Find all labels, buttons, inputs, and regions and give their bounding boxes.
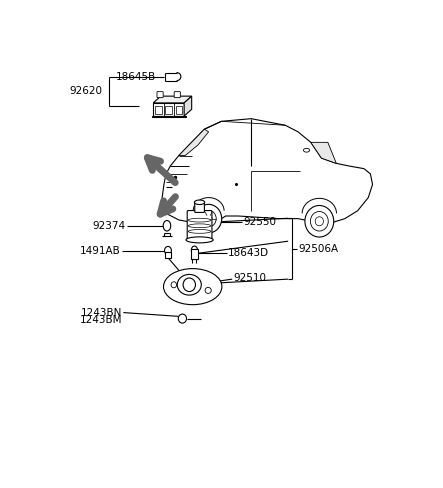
Ellipse shape <box>194 200 205 204</box>
Text: 1491AB: 1491AB <box>80 246 120 256</box>
FancyBboxPatch shape <box>165 106 172 114</box>
FancyBboxPatch shape <box>191 249 198 259</box>
Circle shape <box>311 211 328 231</box>
Polygon shape <box>311 142 336 163</box>
Polygon shape <box>153 96 192 103</box>
Polygon shape <box>184 96 192 116</box>
FancyBboxPatch shape <box>187 210 212 241</box>
Text: 18643D: 18643D <box>228 248 269 258</box>
Text: 1243BN: 1243BN <box>81 307 122 318</box>
FancyBboxPatch shape <box>164 252 171 258</box>
FancyBboxPatch shape <box>174 92 180 98</box>
Text: 92506A: 92506A <box>299 244 338 254</box>
Circle shape <box>196 204 222 233</box>
Ellipse shape <box>164 246 171 255</box>
Circle shape <box>205 215 212 223</box>
Text: 1243BM: 1243BM <box>80 315 122 325</box>
Text: 92510: 92510 <box>233 273 266 284</box>
Ellipse shape <box>163 221 171 231</box>
Circle shape <box>178 314 187 323</box>
Circle shape <box>201 210 216 227</box>
FancyBboxPatch shape <box>157 92 163 98</box>
FancyBboxPatch shape <box>175 106 183 114</box>
Text: 92374: 92374 <box>93 221 126 231</box>
Polygon shape <box>152 116 186 117</box>
Ellipse shape <box>186 237 213 243</box>
Circle shape <box>183 278 195 291</box>
Polygon shape <box>179 129 209 156</box>
Text: 18645B: 18645B <box>116 72 155 81</box>
Circle shape <box>315 217 323 226</box>
Ellipse shape <box>303 148 310 152</box>
Ellipse shape <box>191 246 198 254</box>
Ellipse shape <box>163 268 222 305</box>
Polygon shape <box>153 103 184 116</box>
FancyBboxPatch shape <box>155 106 162 114</box>
Text: 92620: 92620 <box>69 86 102 96</box>
Ellipse shape <box>177 274 201 295</box>
Text: 92550: 92550 <box>244 217 276 227</box>
Polygon shape <box>162 119 373 224</box>
Circle shape <box>305 205 334 237</box>
FancyBboxPatch shape <box>195 202 204 212</box>
Circle shape <box>171 282 177 288</box>
